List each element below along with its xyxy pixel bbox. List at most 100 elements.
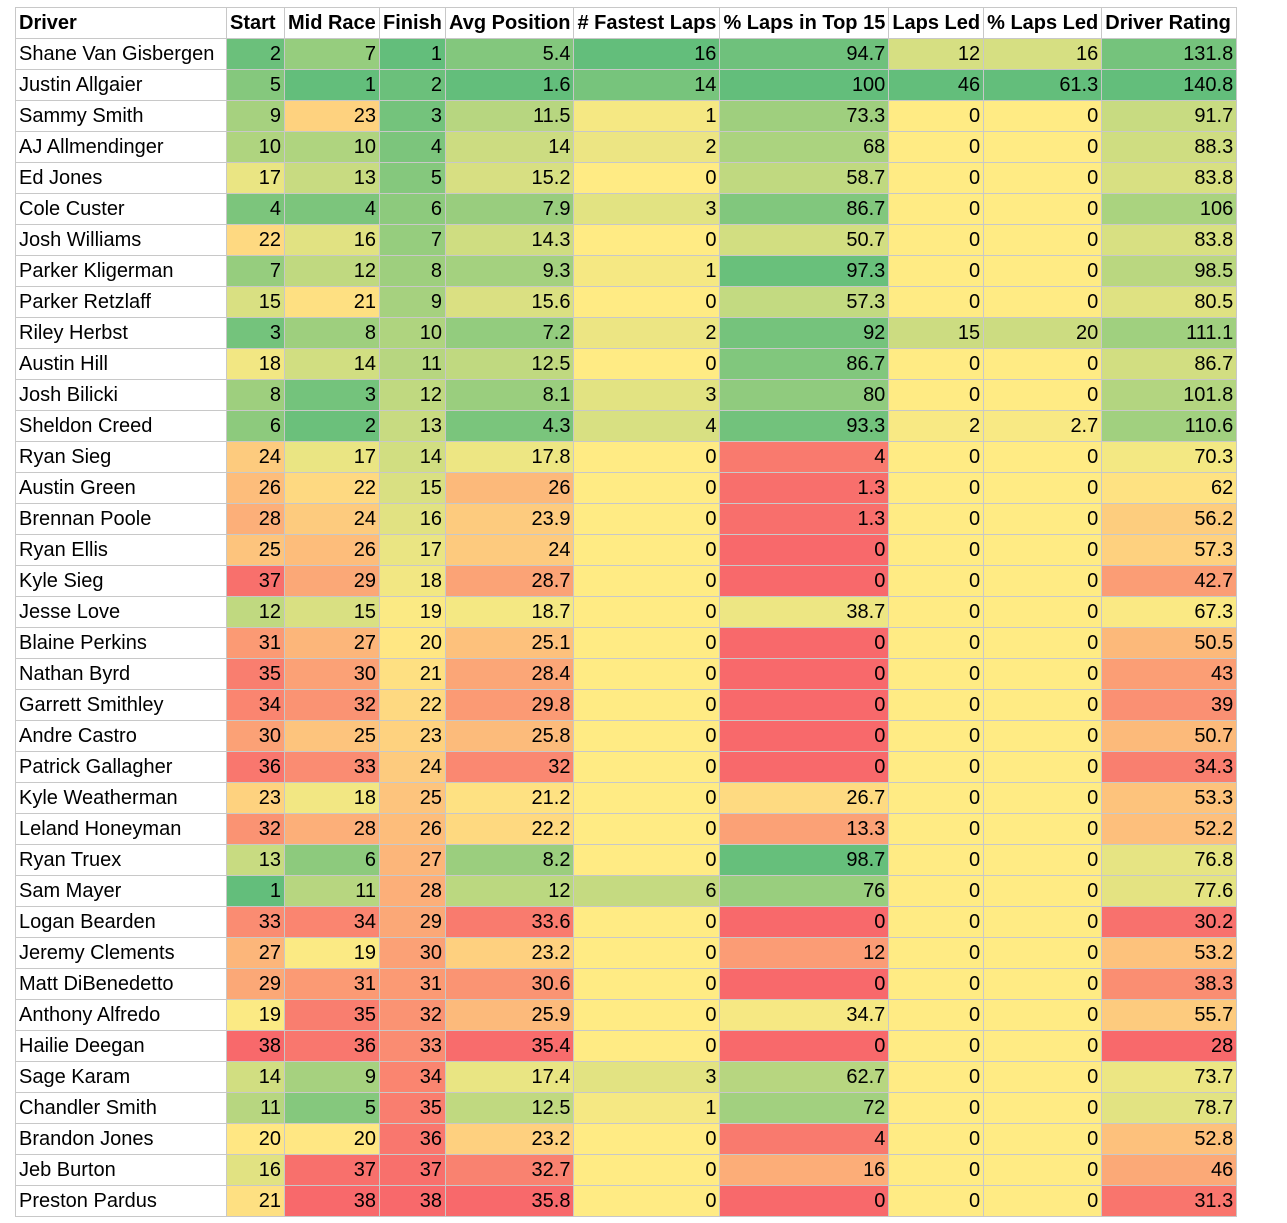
stat-cell: 21	[379, 658, 446, 690]
driver-name: Leland Honeyman	[15, 813, 227, 845]
stat-cell: 0	[888, 689, 985, 721]
stat-cell: 38	[226, 1030, 285, 1062]
stat-cell: 0	[573, 534, 721, 566]
stat-cell: 57.3	[719, 286, 890, 318]
stat-cell: 68	[719, 131, 890, 163]
column-header: Avg Position	[444, 7, 575, 39]
stat-cell: 7	[284, 38, 380, 70]
stat-cell: 78.7	[1101, 1092, 1238, 1124]
column-header: Finish	[379, 7, 446, 39]
stat-cell: 0	[983, 1185, 1103, 1217]
stat-cell: 2.7	[983, 410, 1103, 442]
stat-cell: 0	[888, 441, 985, 473]
driver-name: Patrick Gallagher	[15, 751, 227, 783]
stat-cell: 46	[1101, 1154, 1238, 1186]
column-header: Laps Led	[888, 7, 985, 39]
stat-cell: 26	[379, 813, 446, 845]
stat-cell: 13	[226, 844, 285, 876]
stat-cell: 62.7	[719, 1061, 890, 1093]
stat-cell: 0	[573, 503, 721, 535]
stat-cell: 14	[284, 348, 380, 380]
driver-name: Sage Karam	[15, 1061, 227, 1093]
driver-row: Josh Williams 22 16 7 14.3 0 50.7 0 0 83.8	[15, 224, 1238, 256]
column-header: % Laps Led	[983, 7, 1103, 39]
stat-cell: 22	[379, 689, 446, 721]
stat-cell: 0	[888, 1092, 985, 1124]
driver-row: Justin Allgaier 5 1 2 1.6 14 100 46 61.3 140.8	[15, 69, 1238, 101]
stat-cell: 0	[888, 348, 985, 380]
stat-cell: 0	[573, 751, 721, 783]
stat-cell: 0	[983, 286, 1103, 318]
stat-cell: 0	[573, 1154, 721, 1186]
stat-cell: 38.7	[719, 596, 890, 628]
stat-cell: 50.7	[719, 224, 890, 256]
stat-cell: 4	[284, 193, 380, 225]
stat-cell: 36	[284, 1030, 380, 1062]
stat-cell: 0	[983, 875, 1103, 907]
results-table: Driver Start Mid Race Finish Avg Position # F…	[15, 7, 1238, 1217]
stat-cell: 94.7	[719, 38, 890, 70]
driver-row: Sam Mayer 1 11 28 12 6 76 0 0 77.6	[15, 875, 1238, 907]
stat-cell: 14	[573, 69, 721, 101]
stat-cell: 0	[888, 844, 985, 876]
stat-cell: 0	[983, 999, 1103, 1031]
driver-name: Brennan Poole	[15, 503, 227, 535]
stat-cell: 30	[379, 937, 446, 969]
stat-cell: 28	[1101, 1030, 1238, 1062]
stat-cell: 91.7	[1101, 100, 1238, 132]
stat-cell: 28.4	[444, 658, 575, 690]
sheet: Driver Start Mid Race Finish Avg Position # F…	[15, 7, 1238, 1217]
driver-name: Shane Van Gisbergen	[15, 38, 227, 70]
stat-cell: 24	[444, 534, 575, 566]
stat-cell: 19	[284, 937, 380, 969]
column-header: % Laps in Top 15	[719, 7, 890, 39]
stat-cell: 0	[983, 162, 1103, 194]
driver-row: Riley Herbst 3 8 10 7.2 2 92 15 20 111.1	[15, 317, 1238, 349]
driver-name: Kyle Sieg	[15, 565, 227, 597]
stat-cell: 0	[888, 472, 985, 504]
stat-cell: 92	[719, 317, 890, 349]
stat-cell: 0	[888, 255, 985, 287]
stat-cell: 13.3	[719, 813, 890, 845]
stat-cell: 100	[719, 69, 890, 101]
stat-cell: 20	[983, 317, 1103, 349]
stat-cell: 0	[573, 348, 721, 380]
driver-row: Preston Pardus 21 38 38 35.8 0 0 0 0 31.3	[15, 1185, 1238, 1217]
stat-cell: 0	[719, 627, 890, 659]
stat-cell: 35.8	[444, 1185, 575, 1217]
stat-cell: 0	[888, 1061, 985, 1093]
stat-cell: 37	[284, 1154, 380, 1186]
column-header: # Fastest Laps	[573, 7, 721, 39]
stat-cell: 0	[983, 844, 1103, 876]
stat-cell: 11	[226, 1092, 285, 1124]
driver-row: Logan Bearden 33 34 29 33.6 0 0 0 0 30.2	[15, 906, 1238, 938]
stat-cell: 5	[226, 69, 285, 101]
driver-name: Preston Pardus	[15, 1185, 227, 1217]
stat-cell: 0	[983, 131, 1103, 163]
stat-cell: 25.1	[444, 627, 575, 659]
stat-cell: 0	[888, 286, 985, 318]
stat-cell: 7.9	[444, 193, 575, 225]
stat-cell: 21.2	[444, 782, 575, 814]
stat-cell: 2	[379, 69, 446, 101]
stat-cell: 0	[888, 658, 985, 690]
driver-name: Kyle Weatherman	[15, 782, 227, 814]
stat-cell: 55.7	[1101, 999, 1238, 1031]
stat-cell: 3	[226, 317, 285, 349]
stat-cell: 23.2	[444, 937, 575, 969]
stat-cell: 34.3	[1101, 751, 1238, 783]
stat-cell: 26	[284, 534, 380, 566]
stat-cell: 14	[444, 131, 575, 163]
stat-cell: 35	[379, 1092, 446, 1124]
stat-cell: 18	[379, 565, 446, 597]
stat-cell: 97.3	[719, 255, 890, 287]
stat-cell: 77.6	[1101, 875, 1238, 907]
stat-cell: 23	[226, 782, 285, 814]
driver-name: Justin Allgaier	[15, 69, 227, 101]
stat-cell: 9	[284, 1061, 380, 1093]
driver-row: Kyle Sieg 37 29 18 28.7 0 0 0 0 42.7	[15, 565, 1238, 597]
stat-cell: 26	[226, 472, 285, 504]
stat-cell: 17	[379, 534, 446, 566]
stat-cell: 21	[284, 286, 380, 318]
stat-cell: 0	[983, 1092, 1103, 1124]
